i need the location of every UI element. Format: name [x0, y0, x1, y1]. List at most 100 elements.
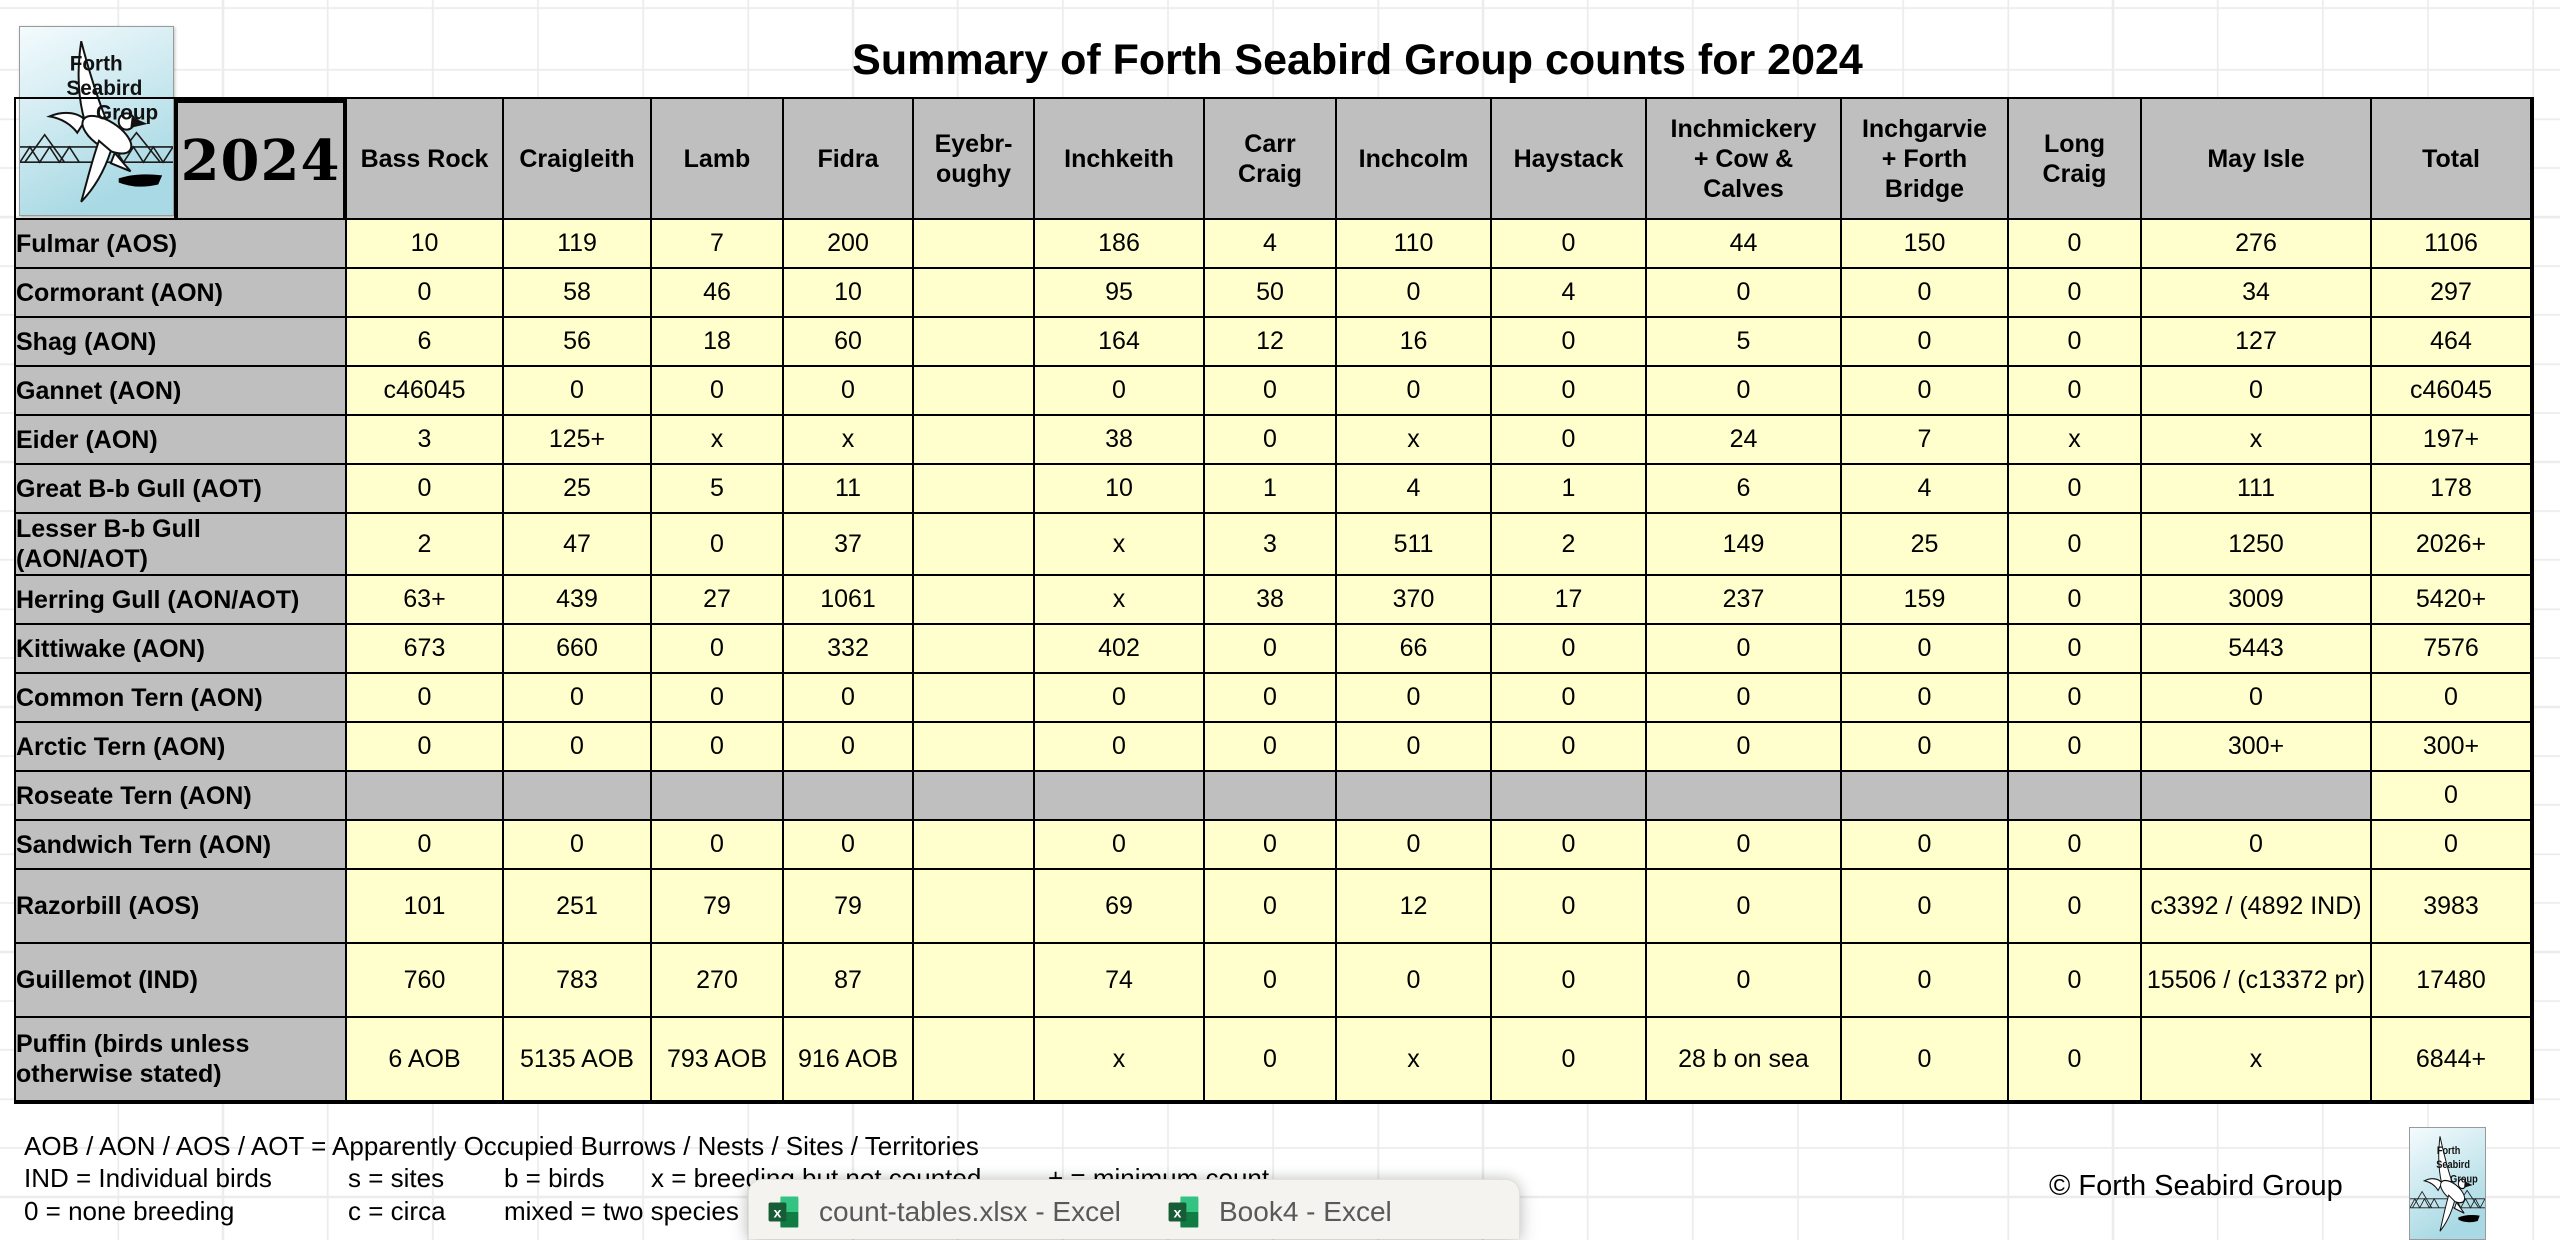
- data-cell[interactable]: 95: [1033, 267, 1205, 318]
- row-label[interactable]: Roseate Tern (AON): [14, 770, 347, 821]
- data-cell[interactable]: 4: [1840, 463, 2009, 514]
- data-cell[interactable]: 0: [502, 819, 652, 870]
- data-cell[interactable]: 34: [2140, 267, 2372, 318]
- data-cell[interactable]: 44: [1645, 218, 1842, 269]
- data-cell[interactable]: 760: [345, 942, 504, 1018]
- data-cell[interactable]: 0: [1490, 623, 1647, 674]
- data-cell[interactable]: 10: [782, 267, 914, 318]
- data-cell[interactable]: 0: [1840, 267, 2009, 318]
- data-cell[interactable]: 0: [2370, 819, 2534, 870]
- data-cell[interactable]: 159: [1840, 574, 2009, 625]
- data-cell[interactable]: 0: [2007, 623, 2142, 674]
- row-label[interactable]: Lesser B-b Gull (AON/AOT): [14, 512, 347, 576]
- row-label[interactable]: Puffin (birds unless otherwise stated): [14, 1016, 347, 1104]
- data-cell[interactable]: [1490, 770, 1647, 821]
- data-cell[interactable]: 79: [782, 868, 914, 944]
- data-cell[interactable]: 0: [345, 819, 504, 870]
- data-cell[interactable]: 0: [1840, 365, 2009, 416]
- data-cell[interactable]: [912, 770, 1035, 821]
- data-cell[interactable]: [2140, 770, 2372, 821]
- data-cell[interactable]: 511: [1335, 512, 1492, 576]
- data-cell[interactable]: 270: [650, 942, 784, 1018]
- data-cell[interactable]: x: [2007, 414, 2142, 465]
- data-cell[interactable]: [912, 316, 1035, 367]
- data-cell[interactable]: 0: [650, 512, 784, 576]
- data-cell[interactable]: x: [2140, 414, 2372, 465]
- data-cell[interactable]: 439: [502, 574, 652, 625]
- data-cell[interactable]: 178: [2370, 463, 2534, 514]
- data-cell[interactable]: 16: [1335, 316, 1492, 367]
- data-cell[interactable]: [912, 365, 1035, 416]
- data-cell[interactable]: 0: [345, 721, 504, 772]
- data-cell[interactable]: [912, 574, 1035, 625]
- data-cell[interactable]: 69: [1033, 868, 1205, 944]
- column-header[interactable]: Haystack: [1490, 97, 1647, 220]
- data-cell[interactable]: 0: [345, 267, 504, 318]
- data-cell[interactable]: 11: [782, 463, 914, 514]
- data-cell[interactable]: 28 b on sea: [1645, 1016, 1842, 1104]
- data-cell[interactable]: 0: [2007, 463, 2142, 514]
- data-cell[interactable]: 297: [2370, 267, 2534, 318]
- data-cell[interactable]: [912, 721, 1035, 772]
- data-cell[interactable]: 0: [345, 672, 504, 723]
- data-cell[interactable]: 0: [2140, 819, 2372, 870]
- data-cell[interactable]: 7: [650, 218, 784, 269]
- data-cell[interactable]: 0: [782, 365, 914, 416]
- data-cell[interactable]: 276: [2140, 218, 2372, 269]
- data-cell[interactable]: 56: [502, 316, 652, 367]
- data-cell[interactable]: 6: [345, 316, 504, 367]
- data-cell[interactable]: x: [2140, 1016, 2372, 1104]
- row-label[interactable]: Cormorant (AON): [14, 267, 347, 318]
- data-cell[interactable]: 332: [782, 623, 914, 674]
- data-cell[interactable]: 74: [1033, 942, 1205, 1018]
- data-cell[interactable]: 186: [1033, 218, 1205, 269]
- data-cell[interactable]: 0: [1645, 365, 1842, 416]
- data-cell[interactable]: c3392 / (4892 IND): [2140, 868, 2372, 944]
- data-cell[interactable]: 0: [1490, 218, 1647, 269]
- row-label[interactable]: Shag (AON): [14, 316, 347, 367]
- row-label[interactable]: Razorbill (AOS): [14, 868, 347, 944]
- data-cell[interactable]: 0: [2007, 819, 2142, 870]
- data-cell[interactable]: 0: [502, 365, 652, 416]
- data-cell[interactable]: 6844+: [2370, 1016, 2534, 1104]
- data-cell[interactable]: 1061: [782, 574, 914, 625]
- row-label[interactable]: Guillemot (IND): [14, 942, 347, 1018]
- data-cell[interactable]: 402: [1033, 623, 1205, 674]
- data-cell[interactable]: 0: [1645, 721, 1842, 772]
- data-cell[interactable]: x: [650, 414, 784, 465]
- data-cell[interactable]: 0: [2007, 365, 2142, 416]
- data-cell[interactable]: 0: [1645, 942, 1842, 1018]
- data-cell[interactable]: 101: [345, 868, 504, 944]
- data-cell[interactable]: 0: [1490, 942, 1647, 1018]
- data-cell[interactable]: 10: [345, 218, 504, 269]
- data-cell[interactable]: 7: [1840, 414, 2009, 465]
- data-cell[interactable]: 300+: [2140, 721, 2372, 772]
- data-cell[interactable]: 12: [1335, 868, 1492, 944]
- data-cell[interactable]: 0: [1335, 267, 1492, 318]
- data-cell[interactable]: 47: [502, 512, 652, 576]
- data-cell[interactable]: 0: [1490, 365, 1647, 416]
- data-cell[interactable]: 0: [1490, 414, 1647, 465]
- data-cell[interactable]: 5420+: [2370, 574, 2534, 625]
- data-cell[interactable]: 127: [2140, 316, 2372, 367]
- data-cell[interactable]: 0: [1645, 267, 1842, 318]
- data-cell[interactable]: 0: [1033, 365, 1205, 416]
- data-cell[interactable]: 0: [1840, 672, 2009, 723]
- data-cell[interactable]: 0: [650, 721, 784, 772]
- row-label[interactable]: Sandwich Tern (AON): [14, 819, 347, 870]
- data-cell[interactable]: 5135 AOB: [502, 1016, 652, 1104]
- data-cell[interactable]: [912, 1016, 1035, 1104]
- data-cell[interactable]: 0: [345, 463, 504, 514]
- data-cell[interactable]: 110: [1335, 218, 1492, 269]
- data-cell[interactable]: 0: [2007, 868, 2142, 944]
- data-cell[interactable]: 0: [1203, 868, 1337, 944]
- data-cell[interactable]: [345, 770, 504, 821]
- data-cell[interactable]: 0: [2007, 574, 2142, 625]
- data-cell[interactable]: 0: [650, 672, 784, 723]
- data-cell[interactable]: 60: [782, 316, 914, 367]
- data-cell[interactable]: 0: [1490, 672, 1647, 723]
- data-cell[interactable]: 0: [1203, 819, 1337, 870]
- data-cell[interactable]: 63+: [345, 574, 504, 625]
- column-header[interactable]: Total: [2370, 97, 2534, 220]
- data-cell[interactable]: [1840, 770, 2009, 821]
